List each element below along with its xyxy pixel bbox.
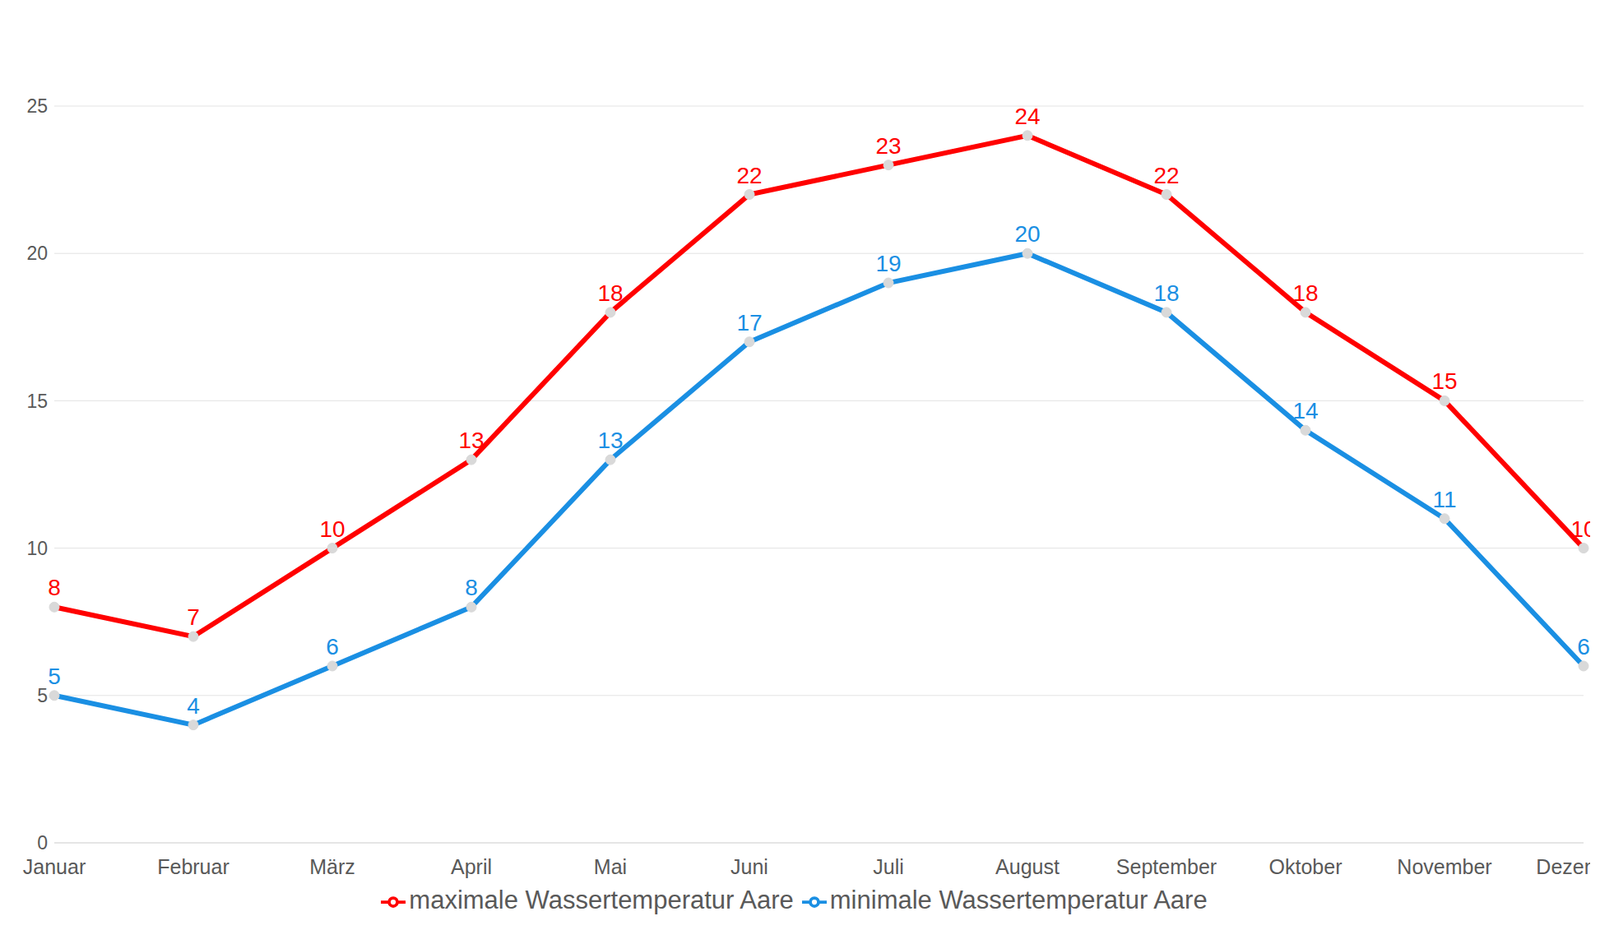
svg-text:Oktober: Oktober bbox=[1269, 855, 1343, 879]
svg-text:0: 0 bbox=[37, 832, 48, 854]
svg-text:6: 6 bbox=[1576, 634, 1591, 660]
svg-text:Mai: Mai bbox=[593, 855, 627, 879]
svg-text:4: 4 bbox=[186, 693, 200, 719]
svg-text:8: 8 bbox=[464, 575, 478, 601]
svg-text:20: 20 bbox=[1014, 221, 1040, 247]
svg-text:14: 14 bbox=[1292, 398, 1318, 424]
svg-text:23: 23 bbox=[875, 133, 901, 159]
svg-text:24: 24 bbox=[1014, 103, 1040, 130]
svg-text:18: 18 bbox=[1292, 280, 1318, 307]
svg-text:18: 18 bbox=[1153, 280, 1179, 307]
svg-text:Februar: Februar bbox=[157, 855, 230, 879]
svg-text:7: 7 bbox=[186, 604, 200, 631]
html-text:maximale Wassertemperatur Aare: maximale Wassertemperatur Aare bbox=[409, 885, 794, 915]
svg-text:19: 19 bbox=[875, 250, 901, 277]
svg-text:10: 10 bbox=[26, 537, 48, 560]
svg-text:Januar: Januar bbox=[23, 855, 86, 879]
svg-text:22: 22 bbox=[1153, 162, 1179, 189]
svg-text:20: 20 bbox=[26, 242, 48, 265]
svg-text:6: 6 bbox=[325, 634, 339, 660]
svg-text:13: 13 bbox=[458, 427, 484, 454]
svg-text:18: 18 bbox=[597, 280, 623, 307]
svg-text:25: 25 bbox=[26, 95, 48, 117]
svg-text:10: 10 bbox=[319, 516, 345, 543]
svg-text:10: 10 bbox=[1570, 516, 1591, 543]
svg-text:Juli: Juli bbox=[872, 855, 905, 879]
svg-text:11: 11 bbox=[1432, 486, 1457, 513]
html-text:minimale Wassertemperatur Aare: minimale Wassertemperatur Aare bbox=[829, 885, 1208, 915]
svg-text:15: 15 bbox=[26, 390, 48, 413]
svg-text:August: August bbox=[995, 855, 1060, 879]
svg-text:September: September bbox=[1116, 855, 1217, 879]
svg-text:22: 22 bbox=[736, 162, 762, 189]
svg-text:5: 5 bbox=[47, 663, 61, 690]
svg-text:15: 15 bbox=[1431, 368, 1457, 395]
svg-text:November: November bbox=[1396, 855, 1492, 879]
svg-text:13: 13 bbox=[597, 427, 623, 454]
svg-text:Juni: Juni bbox=[730, 855, 769, 879]
svg-text:April: April bbox=[450, 855, 492, 879]
svg-text:8: 8 bbox=[47, 575, 61, 601]
svg-text:Dezember: Dezember bbox=[1535, 855, 1591, 879]
svg-text:5: 5 bbox=[37, 685, 48, 707]
svg-text:März: März bbox=[309, 855, 356, 879]
svg-text:17: 17 bbox=[736, 310, 762, 336]
